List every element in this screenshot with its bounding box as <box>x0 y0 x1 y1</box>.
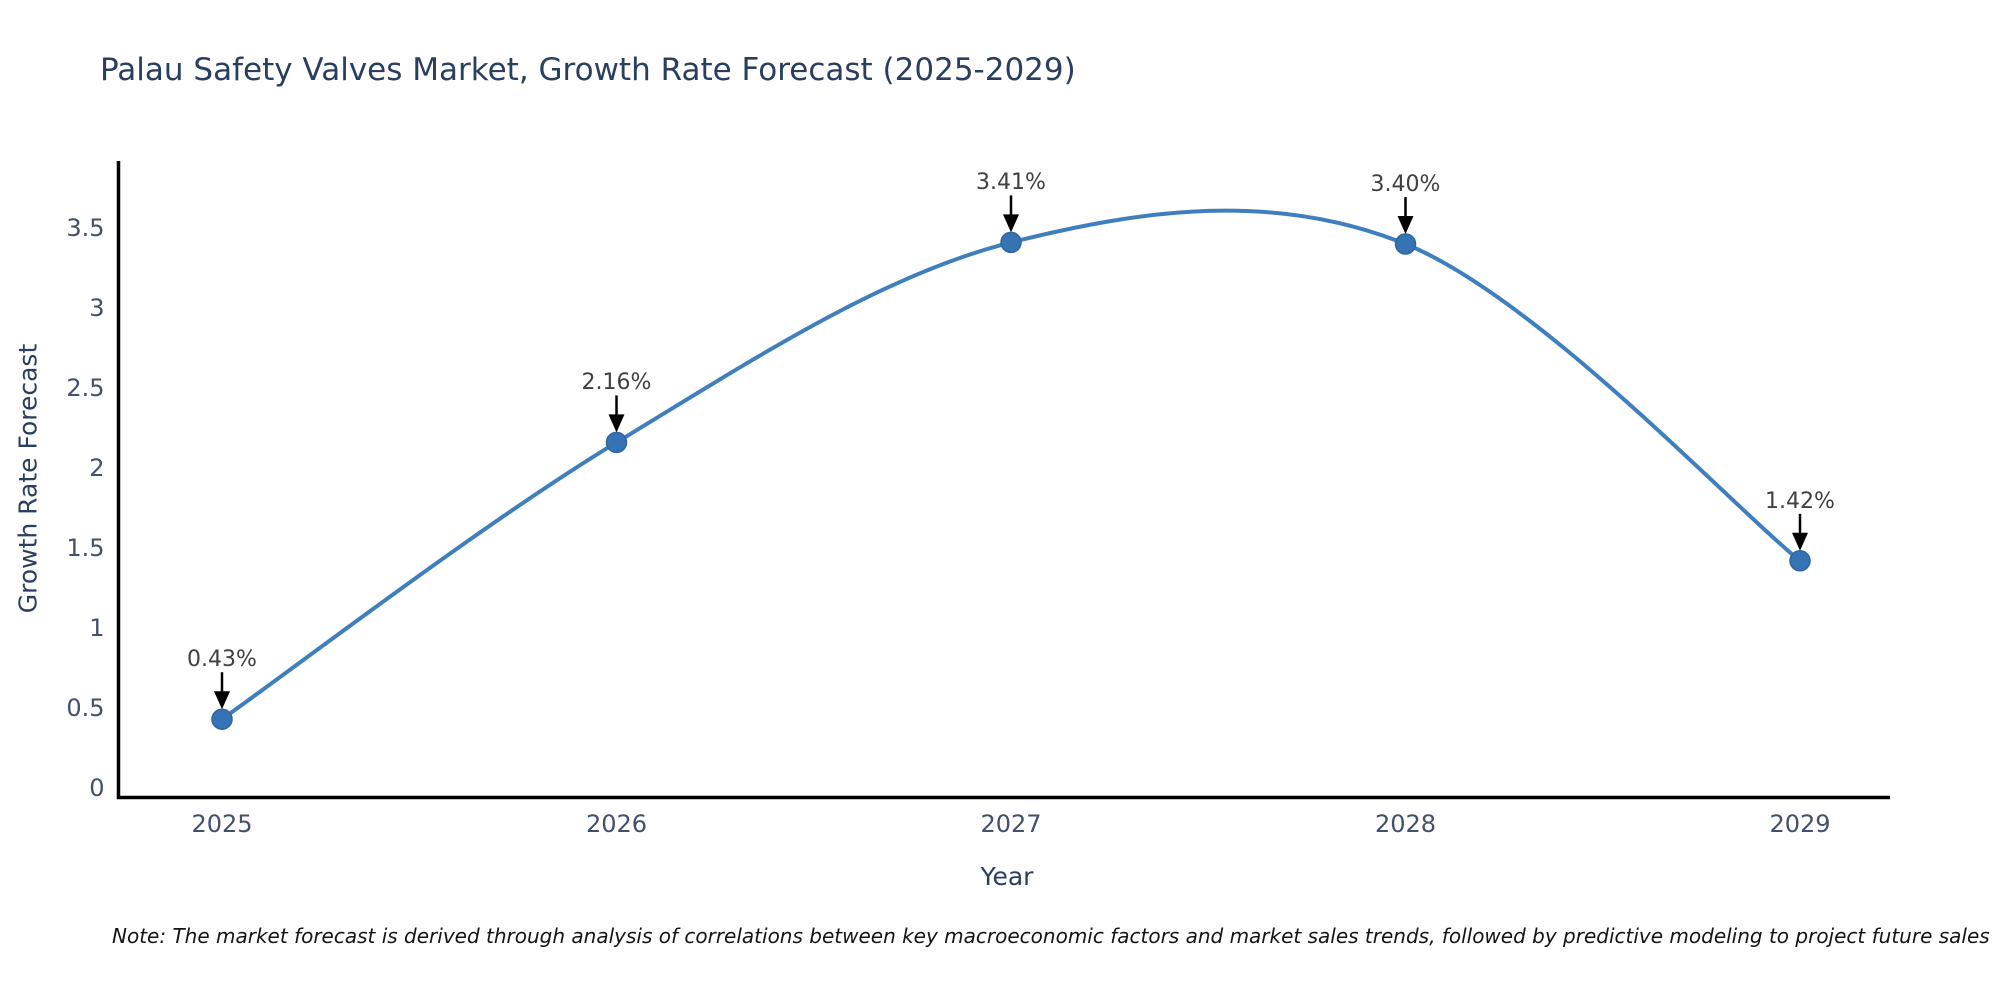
annotation-arrowhead <box>1792 532 1808 551</box>
x-tick-label: 2028 <box>1374 810 1437 838</box>
y-tick-label: 3 <box>89 294 105 322</box>
data-point-marker[interactable] <box>1789 550 1811 572</box>
axis-lines <box>116 161 1890 800</box>
y-tick-label: 1 <box>89 614 105 642</box>
annotation-arrowhead <box>1397 216 1414 234</box>
y-axis-title: Growth Rate Forecast <box>13 343 43 614</box>
annotation-arrowhead <box>214 691 230 710</box>
annotation-arrowhead <box>1003 214 1019 233</box>
y-tick-label: 2 <box>89 454 105 482</box>
y-tick-label: 0.5 <box>66 694 105 722</box>
x-tick-label: 2027 <box>980 810 1042 838</box>
x-tick-label: 2029 <box>1769 810 1831 838</box>
y-tick-label: 1.5 <box>66 534 105 562</box>
point-annotation: 2.16% <box>581 370 652 396</box>
data-point-marker[interactable] <box>605 431 628 454</box>
chart-title: Palau Safety Valves Market, Growth Rate … <box>100 52 1076 88</box>
point-annotation: 3.41% <box>976 170 1046 196</box>
point-annotation: 0.43% <box>187 647 257 673</box>
x-tick-label: 2025 <box>191 810 253 838</box>
point-annotation: 3.40% <box>1370 172 1441 197</box>
point-annotation: 1.42% <box>1765 488 1835 514</box>
chart-footnote: Note: The market forecast is derived thr… <box>112 924 1990 948</box>
y-tick-label: 3.5 <box>66 214 105 242</box>
x-axis-title: Year <box>980 862 1034 891</box>
annotation-arrowhead <box>608 414 625 433</box>
data-point-marker[interactable] <box>1000 231 1022 254</box>
y-tick-label: 0 <box>89 774 105 802</box>
trend-line <box>220 208 1802 721</box>
data-point-marker[interactable] <box>211 708 233 730</box>
x-tick-label: 2026 <box>585 810 648 838</box>
data-point-marker[interactable] <box>1394 233 1417 255</box>
y-tick-label: 2.5 <box>66 374 105 402</box>
